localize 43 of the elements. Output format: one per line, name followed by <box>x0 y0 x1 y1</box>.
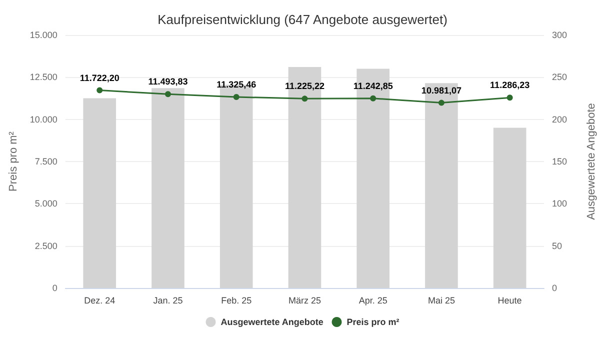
y2-tick-label: 300 <box>552 30 568 40</box>
bar <box>152 88 184 288</box>
x-tick-label: Mai 25 <box>428 296 455 306</box>
data-label: 11.493,83 <box>148 76 188 87</box>
y-axis-title: Preis pro m² <box>8 131 20 192</box>
y-tick-label: 7.500 <box>34 156 58 166</box>
x-tick-label: Feb. 25 <box>221 296 252 306</box>
y-tick-label: 10.000 <box>30 114 58 124</box>
y2-tick-label: 250 <box>552 72 568 82</box>
x-tick-label: Apr. 25 <box>358 296 388 306</box>
y-tick-label: 12.500 <box>30 72 58 82</box>
y-tick-label: 0 <box>52 283 58 293</box>
legend-label: Preis pro m² <box>346 317 400 327</box>
y-tick-label: 15.000 <box>30 30 58 40</box>
x-tick-label: Jan. 25 <box>153 296 183 306</box>
x-tick-label: März 25 <box>288 296 321 306</box>
data-label: 10.981,07 <box>421 85 462 96</box>
data-label: 11.242,85 <box>353 80 393 91</box>
chart-title: Kaufpreisentwicklung (647 Angebote ausgewertet) <box>158 12 448 27</box>
point <box>302 96 308 102</box>
y-tick-label: 5.000 <box>34 198 58 209</box>
y2-tick-label: 0 <box>552 283 558 293</box>
point <box>96 87 103 94</box>
y2-tick-label: 50 <box>552 240 562 251</box>
bar <box>493 128 526 288</box>
point <box>438 100 444 106</box>
bar <box>83 98 116 288</box>
data-label: 11.286,23 <box>490 80 530 90</box>
legend-label: Ausgewertete Angebote <box>220 317 324 327</box>
y2-tick-label: 200 <box>552 114 568 124</box>
y2-tick-label: 100 <box>552 198 568 209</box>
x-tick-label: Heute <box>498 296 522 306</box>
y2-tick-label: 150 <box>552 156 568 166</box>
y2-axis-title: Ausgewertete Angebote <box>586 103 598 220</box>
data-label: 11.722,20 <box>80 72 120 83</box>
point <box>506 94 513 101</box>
point <box>233 94 240 100</box>
point <box>370 95 376 102</box>
y-tick-label: 2.500 <box>34 240 58 251</box>
data-label: 11.325,46 <box>216 79 256 90</box>
data-label: 11.225,22 <box>284 81 324 92</box>
point <box>164 91 171 98</box>
x-tick-label: Dez. 24 <box>84 296 116 306</box>
